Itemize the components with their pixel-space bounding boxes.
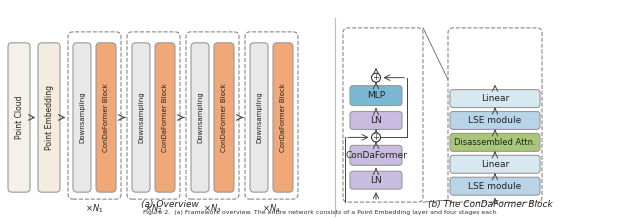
Text: +: + [372,73,380,82]
Text: Point Cloud: Point Cloud [15,96,24,139]
Text: Downsampling: Downsampling [138,92,144,143]
Text: LSE module: LSE module [468,116,522,125]
Text: $\times N_4$: $\times N_4$ [262,202,281,215]
Text: ConDaFormer Block: ConDaFormer Block [162,83,168,152]
Text: ConDaFormer Block: ConDaFormer Block [280,83,286,152]
Text: (b) The ConDaFormer Block: (b) The ConDaFormer Block [428,200,552,209]
Text: Downsampling: Downsampling [79,92,85,143]
Text: $\times N_1$: $\times N_1$ [85,202,104,215]
FancyBboxPatch shape [450,133,540,151]
Circle shape [371,73,381,82]
Text: LN: LN [370,116,382,125]
Text: Downsampling: Downsampling [197,92,203,143]
FancyBboxPatch shape [350,112,402,129]
FancyBboxPatch shape [73,43,91,192]
FancyBboxPatch shape [38,43,60,192]
FancyBboxPatch shape [214,43,234,192]
Text: ConDaFormer: ConDaFormer [345,151,407,160]
FancyBboxPatch shape [450,90,540,107]
FancyBboxPatch shape [155,43,175,192]
FancyBboxPatch shape [450,177,540,195]
Text: LN: LN [370,176,382,185]
Text: Downsampling: Downsampling [256,92,262,143]
Text: ConDaFormer Block: ConDaFormer Block [103,83,109,152]
Text: +: + [372,133,380,142]
FancyBboxPatch shape [250,43,268,192]
FancyBboxPatch shape [132,43,150,192]
FancyBboxPatch shape [191,43,209,192]
FancyBboxPatch shape [96,43,116,192]
Text: Figure 2.  (a) Framework overview. The entire network consists of a Point Embedd: Figure 2. (a) Framework overview. The en… [143,210,497,215]
Text: (a) Overview: (a) Overview [141,200,199,209]
FancyBboxPatch shape [350,86,402,106]
Text: LSE module: LSE module [468,182,522,191]
Text: $\times N_2$: $\times N_2$ [144,202,163,215]
Text: Linear: Linear [481,160,509,169]
Circle shape [371,133,381,142]
Text: $\times N_3$: $\times N_3$ [204,202,222,215]
Text: Point Embedding: Point Embedding [45,85,54,150]
FancyBboxPatch shape [8,43,30,192]
FancyBboxPatch shape [273,43,293,192]
FancyBboxPatch shape [450,112,540,129]
FancyBboxPatch shape [350,171,402,189]
Text: ConDaFormer Block: ConDaFormer Block [221,83,227,152]
FancyBboxPatch shape [450,155,540,173]
Text: Disassembled Attn.: Disassembled Attn. [454,138,536,147]
Text: Linear: Linear [481,94,509,103]
FancyBboxPatch shape [350,145,402,165]
Text: MLP: MLP [367,91,385,100]
